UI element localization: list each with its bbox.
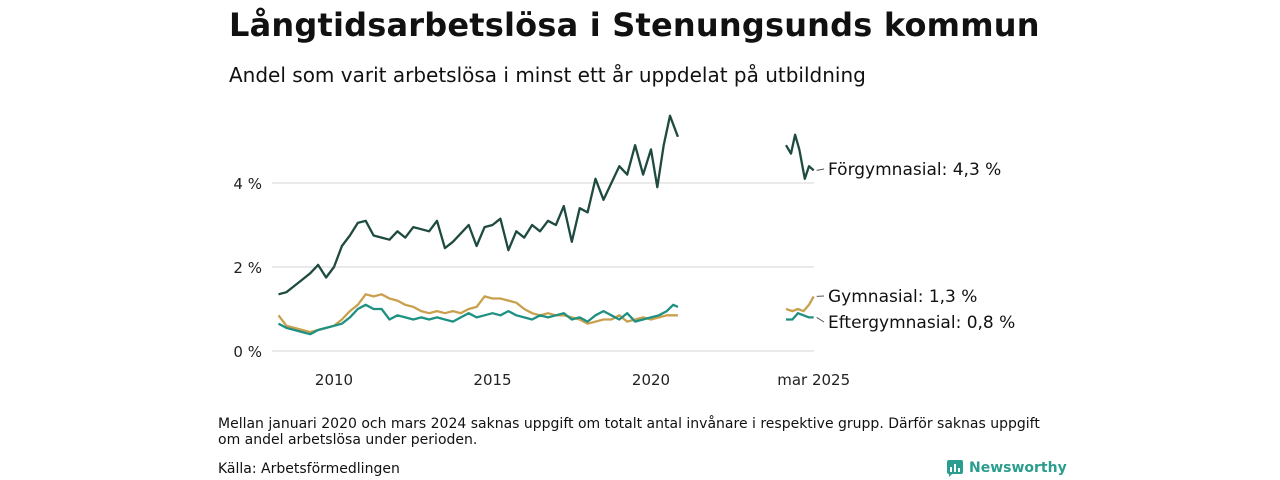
chart-subtitle: Andel som varit arbetslösa i minst ett å… xyxy=(229,63,866,87)
series-line-gymnasial xyxy=(277,293,678,334)
line-chart: 0 % 2 % 4 % 2010 2015 2020 mar 2025 Förgymnas… xyxy=(233,114,1015,389)
x-tick-label: mar 2025 xyxy=(777,371,850,389)
footnote: Mellan januari 2020 och mars 2024 saknas… xyxy=(218,416,1040,448)
y-tick-label: 4 % xyxy=(233,175,262,193)
series-end-label: Eftergymnasial: 0,8 % xyxy=(828,313,1015,333)
series-line-recent-gymnasial xyxy=(785,295,815,313)
y-tick-label: 0 % xyxy=(233,343,262,361)
series-line-recent-eftergymnasial xyxy=(786,312,814,321)
series-end-label: Gymnasial: 1,3 % xyxy=(828,287,977,307)
source-line: Källa: Arbetsförmedlingen xyxy=(218,461,400,477)
chart-title: Långtidsarbetslösa i Stenungsunds kommun xyxy=(229,6,1040,44)
x-tick-label: 2020 xyxy=(632,371,670,389)
series-line-förgymnasial xyxy=(278,114,679,296)
brand-name: Newsworthy xyxy=(969,460,1067,476)
label-leader xyxy=(816,168,825,171)
series-line-recent-förgymnasial xyxy=(785,133,815,180)
newsworthy-logo-icon xyxy=(947,460,963,477)
x-tick-label: 2010 xyxy=(315,371,353,389)
series-end-label: Förgymnasial: 4,3 % xyxy=(828,160,1001,180)
brand-logo: Newsworthy xyxy=(946,459,1067,477)
series-line-eftergymnasial xyxy=(277,303,679,336)
x-tick-label: 2015 xyxy=(473,371,511,389)
label-leader xyxy=(816,316,825,323)
y-tick-label: 2 % xyxy=(233,259,262,277)
